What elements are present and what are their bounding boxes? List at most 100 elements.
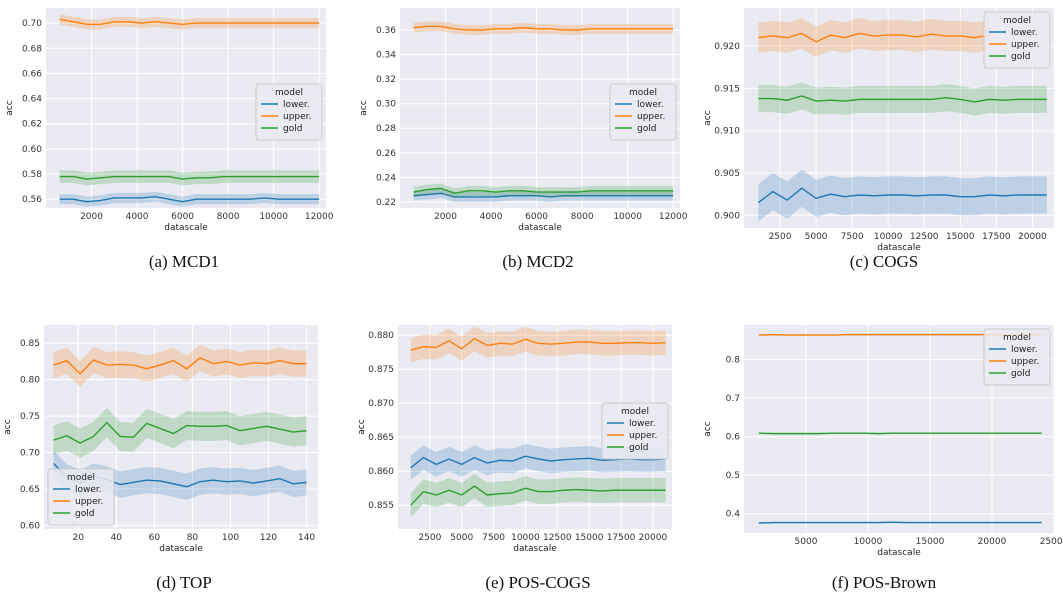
x-tick-label: 6000 bbox=[171, 212, 194, 222]
y-tick-label: 0.24 bbox=[376, 173, 396, 183]
y-tick-label: 0.30 bbox=[376, 100, 396, 110]
y-tick-label: 0.62 bbox=[22, 120, 42, 130]
caption-pos-cogs: (e) POS-COGS bbox=[485, 573, 591, 592]
legend-box bbox=[609, 83, 677, 141]
series-line-upper bbox=[410, 337, 666, 351]
legend-entry: lower. bbox=[1011, 345, 1038, 355]
legend-title: model bbox=[1003, 333, 1031, 343]
series-band-upper bbox=[59, 14, 320, 30]
legend-entry: lower. bbox=[75, 485, 102, 495]
x-tick-label: 8000 bbox=[217, 212, 240, 222]
caption-mcd2: (b) MCD2 bbox=[502, 252, 574, 271]
legend: model lower. upper. gold bbox=[983, 11, 1051, 69]
legend: model lower. upper. gold bbox=[609, 83, 677, 141]
x-tick-label: 15000 bbox=[916, 537, 945, 547]
y-tick-label: 0.34 bbox=[376, 51, 396, 61]
y-tick-label: 0.70 bbox=[22, 19, 42, 29]
y-tick-label: 0.75 bbox=[20, 412, 40, 422]
x-tick-label: 5000 bbox=[795, 537, 818, 547]
plot-area-pos-cogs: 2500 5000 7500 10000 12500 15000 17500 20000 0.8… bbox=[357, 325, 672, 554]
chart-pos-cogs-plot: 2500 5000 7500 10000 12500 15000 17500 20000 0.8… bbox=[357, 325, 672, 554]
legend-title: model bbox=[275, 88, 303, 98]
chart-mcd2-plot: 2000 4000 6000 8000 10000 12000 0.22 0.24 0.26 0.… bbox=[359, 8, 688, 233]
x-tick-label: 12000 bbox=[659, 212, 688, 222]
series-line-gold bbox=[410, 485, 666, 506]
y-tick-label: 0.870 bbox=[368, 399, 394, 409]
x-tick-label: 20000 bbox=[639, 533, 668, 543]
y-tick-label: 0.6 bbox=[726, 433, 741, 443]
series-line-lower bbox=[757, 187, 1047, 204]
y-tick-label: 0.65 bbox=[20, 485, 40, 495]
legend-entry: upper. bbox=[637, 112, 665, 122]
series-line-lower bbox=[758, 521, 1042, 524]
series-line-upper bbox=[413, 25, 674, 31]
chart-cogs: 2500 5000 7500 10000 12500 15000 17500 20000 0.9… bbox=[703, 0, 1062, 280]
x-tick-label: 17500 bbox=[982, 232, 1011, 242]
x-tick-label: 2000 bbox=[434, 212, 457, 222]
series-line-upper bbox=[53, 356, 307, 375]
legend-box bbox=[47, 468, 115, 526]
y-axis-label: acc bbox=[357, 419, 367, 434]
series-line-lower bbox=[59, 195, 320, 203]
x-tick-label: 7500 bbox=[841, 232, 864, 242]
chart-pos-cogs: 2500 5000 7500 10000 12500 15000 17500 20000 0.8… bbox=[354, 315, 708, 601]
x-tick-label: 6000 bbox=[525, 212, 548, 222]
x-tick-label: 20 bbox=[73, 533, 85, 543]
x-tick-label: 10000 bbox=[511, 533, 540, 543]
y-axis-label: acc bbox=[3, 419, 13, 434]
series-line-gold bbox=[53, 421, 307, 444]
series-line-gold bbox=[59, 175, 320, 180]
legend-entry: gold bbox=[75, 509, 94, 519]
x-axis-label: datascale bbox=[877, 548, 921, 558]
x-tick-label: 5000 bbox=[805, 232, 828, 242]
caption-cogs: (c) COGS bbox=[849, 252, 919, 271]
series-band-gold bbox=[53, 408, 307, 458]
y-tick-label: 0.855 bbox=[368, 501, 394, 511]
y-tick-label: 0.58 bbox=[22, 170, 42, 180]
y-axis-label: acc bbox=[359, 100, 369, 115]
y-tick-label: 0.36 bbox=[376, 26, 396, 36]
series-band-upper bbox=[758, 18, 990, 58]
chart-cogs-plot: 2500 5000 7500 10000 12500 15000 17500 20000 0.9… bbox=[703, 8, 1054, 253]
legend-entry: lower. bbox=[1011, 28, 1038, 38]
y-tick-label: 0.7 bbox=[726, 394, 740, 404]
x-tick-label: 140 bbox=[298, 533, 315, 543]
legend-entry: upper. bbox=[1011, 357, 1039, 367]
y-tick-label: 0.32 bbox=[376, 75, 396, 85]
legend-entry: upper. bbox=[1011, 40, 1039, 50]
series-line-gold bbox=[413, 187, 674, 194]
series-band-lower bbox=[53, 450, 307, 500]
x-tick-label: 4000 bbox=[480, 212, 503, 222]
legend-box bbox=[983, 328, 1051, 386]
legend-title: model bbox=[67, 473, 95, 483]
y-tick-label: 0.28 bbox=[376, 124, 396, 134]
series-band-lower bbox=[413, 188, 674, 202]
x-tick-label: 100 bbox=[222, 533, 239, 543]
x-tick-label: 10000 bbox=[854, 537, 883, 547]
y-tick-label: 0.8 bbox=[726, 356, 741, 366]
caption-pos-brown: (f) POS-Brown bbox=[831, 573, 937, 592]
x-axis-label: datascale bbox=[159, 544, 203, 554]
legend-entry: lower. bbox=[629, 419, 656, 429]
legend-entry: gold bbox=[629, 443, 648, 453]
legend-box bbox=[983, 11, 1051, 69]
legend-entry: upper. bbox=[75, 497, 103, 507]
caption-mcd1: (a) MCD1 bbox=[148, 252, 220, 271]
y-tick-label: 0.64 bbox=[22, 95, 42, 105]
legend-entry: upper. bbox=[283, 112, 311, 122]
y-tick-label: 0.66 bbox=[22, 69, 42, 79]
x-tick-label: 2000 bbox=[80, 212, 103, 222]
plot-area-mcd2: 2000 4000 6000 8000 10000 12000 0.22 0.24 0.26 0.… bbox=[359, 8, 688, 233]
x-tick-label: 60 bbox=[149, 533, 161, 543]
x-tick-label: 10000 bbox=[259, 212, 288, 222]
y-tick-label: 0.860 bbox=[368, 467, 394, 477]
y-tick-label: 0.85 bbox=[20, 339, 40, 349]
x-tick-label: 12500 bbox=[543, 533, 572, 543]
x-tick-label: 15000 bbox=[946, 232, 975, 242]
x-tick-label: 120 bbox=[260, 533, 277, 543]
plot-area-mcd1: 2000 4000 6000 8000 10000 12000 0.56 0.58 0.60 0.… bbox=[5, 8, 334, 233]
legend: model lower. upper. gold bbox=[983, 328, 1051, 386]
y-tick-label: 0.70 bbox=[20, 449, 40, 459]
